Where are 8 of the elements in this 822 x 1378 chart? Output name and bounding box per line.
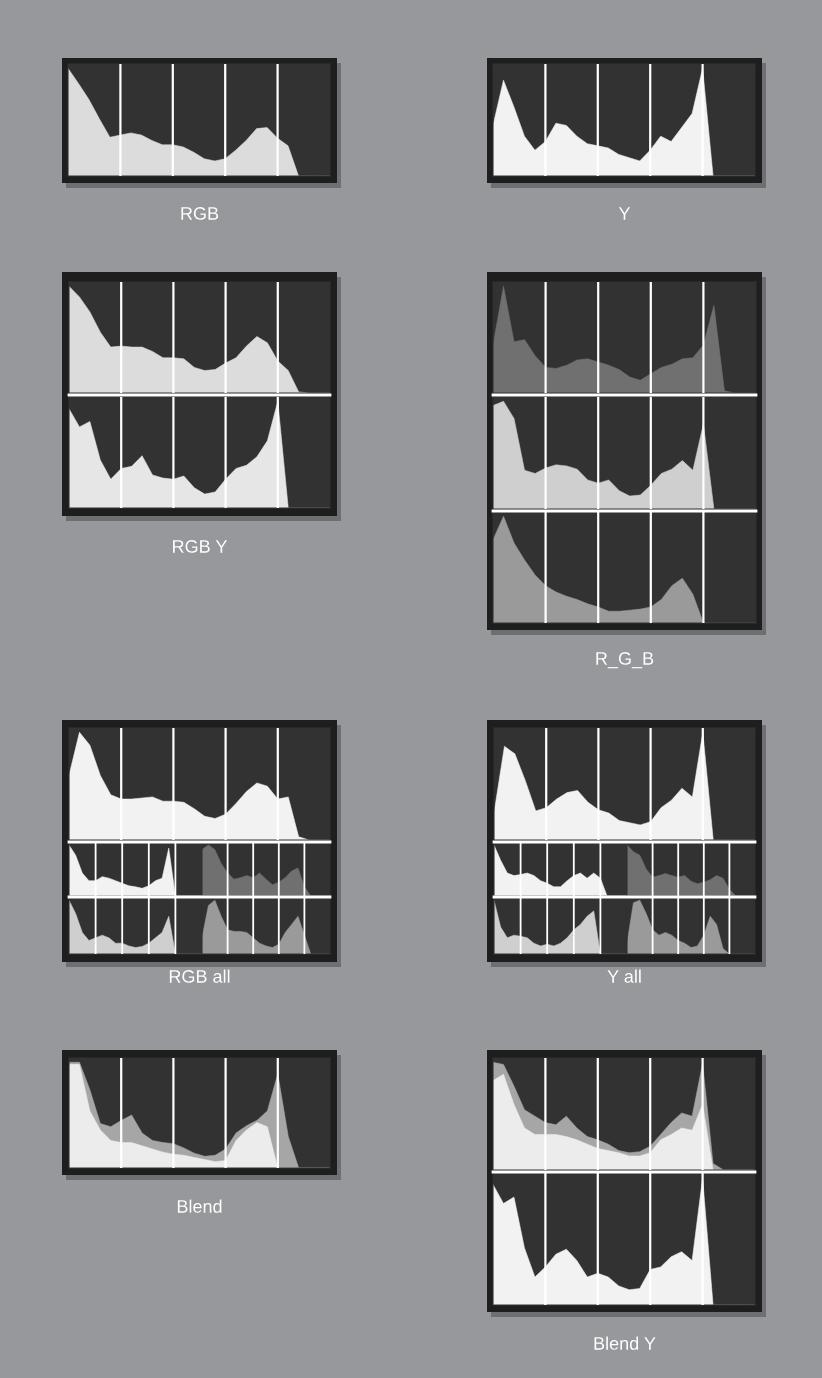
x-axis-title: Y all — [607, 969, 641, 983]
x-axis-title: RGB — [181, 207, 219, 220]
x-axis-title: RGB all — [169, 969, 230, 983]
x-axis-title: R_G_B — [596, 652, 654, 669]
x-axis-title: Y — [618, 207, 631, 220]
x-axis-title: RGB Y — [173, 540, 228, 553]
x-axis-title: Blend — [177, 1199, 222, 1213]
x-axis-title: Blend Y — [594, 1336, 656, 1350]
